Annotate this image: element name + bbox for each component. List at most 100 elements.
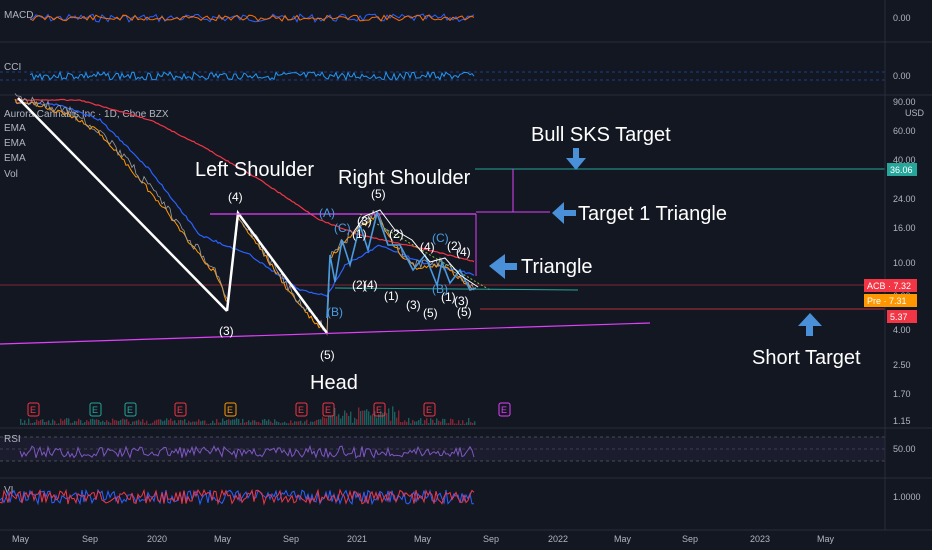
price-tick-label: 40.00 <box>893 155 916 165</box>
time-tick-label: Sep <box>82 534 98 544</box>
bull-target-label: Bull SKS Target <box>531 124 671 146</box>
bull-target-tag: 36.06 <box>890 165 913 175</box>
arrow-down-icon <box>566 148 586 170</box>
ema-label-1: EMA <box>4 123 26 134</box>
wave-label: (2) <box>389 227 404 241</box>
ema-label-2: EMA <box>4 138 26 149</box>
price-tick-label: 24.00 <box>893 194 916 204</box>
earnings-icon[interactable]: E <box>322 402 335 417</box>
macd-value: 0.00 <box>893 13 911 23</box>
earnings-icon[interactable]: E <box>27 402 40 417</box>
earnings-icon[interactable]: E <box>89 402 102 417</box>
macd-line <box>29 13 475 23</box>
svg-text:E: E <box>177 405 183 415</box>
vi-label: VI <box>4 485 13 496</box>
wave-label: (3) <box>406 298 421 312</box>
wave-label: (2) <box>352 278 367 292</box>
target1-label: Target 1 Triangle <box>578 203 727 225</box>
time-tick-label: 2020 <box>147 534 167 544</box>
downtrend-line <box>17 97 228 312</box>
time-tick-label: May <box>214 534 232 544</box>
earnings-icon[interactable]: E <box>295 402 308 417</box>
time-tick-label: Sep <box>283 534 299 544</box>
time-tick-label: May <box>414 534 432 544</box>
time-tick-label: May <box>614 534 632 544</box>
wave-label: (1) <box>384 289 399 303</box>
wave-label: (B) <box>432 282 448 296</box>
rsi-pane: RSI 50.00 <box>0 434 916 462</box>
cci-label: CCI <box>4 62 21 73</box>
arrow-left-icon <box>552 202 576 224</box>
head-swing-line <box>225 209 329 334</box>
svg-text:E: E <box>426 405 432 415</box>
cci-line <box>29 70 475 82</box>
price-tick-label: 1.70 <box>893 389 911 399</box>
rsi-value: 50.00 <box>893 444 916 454</box>
price-tick-label: 16.00 <box>893 223 916 233</box>
short-target-tag: 5.37 <box>890 312 908 322</box>
time-tick-label: May <box>12 534 30 544</box>
vol-label: Vol <box>4 169 18 180</box>
earnings-icon[interactable]: E <box>423 402 436 417</box>
macd-label: MACD <box>4 10 33 21</box>
triangle-lower <box>334 287 579 291</box>
ema-slow-line <box>14 98 475 263</box>
price-tags: 36.06 ACB · 7.32 Pre · 7.31 5.37 <box>864 163 917 323</box>
price-pane: Aurora Cannabis Inc · 1D, Cboe BZX EMA E… <box>0 93 885 425</box>
arrow-up-icon <box>798 313 822 336</box>
macd-signal-line <box>29 14 475 22</box>
wave-label: (C) <box>334 221 351 235</box>
price-tick-label: 1.15 <box>893 416 911 426</box>
premarket-tag: Pre · 7.31 <box>867 296 907 306</box>
earnings-icon[interactable]: E <box>174 402 187 417</box>
axis-unit: USD <box>905 108 925 118</box>
wave-label: (A) <box>319 206 335 220</box>
time-tick-label: 2022 <box>548 534 568 544</box>
right-shoulder-label: Right Shoulder <box>338 167 471 189</box>
triangle-label: Triangle <box>521 256 593 278</box>
time-tick-label: 2021 <box>347 534 367 544</box>
time-axis[interactable]: May Sep 2020 May Sep 2021 May Sep 2022 May Sep 2023… <box>0 529 932 544</box>
ema-mid-line <box>14 101 475 298</box>
wave-label: (1) <box>352 227 367 241</box>
time-tick-label: Sep <box>682 534 698 544</box>
earnings-icon[interactable]: E <box>224 402 237 417</box>
price-tick-label: 90.00 <box>893 97 916 107</box>
left-shoulder-label: Left Shoulder <box>195 159 314 181</box>
wave-label: (3) <box>454 294 469 308</box>
price-tick-label: 4.00 <box>893 325 911 335</box>
short-target-label: Short Target <box>752 347 861 369</box>
neckline <box>0 322 651 345</box>
time-tick-label: Sep <box>483 534 499 544</box>
rsi-label: RSI <box>4 434 21 445</box>
svg-text:E: E <box>298 405 304 415</box>
last-price-tag: ACB · 7.32 <box>867 281 911 291</box>
earnings-icon[interactable]: E <box>498 402 511 417</box>
wave-label: (3) <box>219 324 234 338</box>
price-tick-label: 2.50 <box>893 360 911 370</box>
svg-text:E: E <box>501 405 507 415</box>
elliott-wave-path <box>326 210 477 319</box>
wave-label: (B) <box>327 305 343 319</box>
vi-value: 1.0000 <box>893 492 921 502</box>
time-tick-label: May <box>817 534 835 544</box>
wave-label: (2) <box>447 239 462 253</box>
wave-label: (C) <box>432 231 449 245</box>
earnings-icon[interactable]: E <box>124 402 137 417</box>
svg-text:E: E <box>127 405 133 415</box>
wave-label: (4) <box>420 240 435 254</box>
ema-label-3: EMA <box>4 153 26 164</box>
head-label: Head <box>310 372 358 394</box>
wave-label: (5) <box>423 306 438 320</box>
ema-fast-line <box>14 98 475 335</box>
svg-text:E: E <box>92 405 98 415</box>
svg-text:E: E <box>376 405 382 415</box>
wave-subpath <box>354 209 479 288</box>
wave-label: (1) <box>441 290 456 304</box>
time-tick-label: 2023 <box>750 534 770 544</box>
earnings-icon[interactable]: E <box>373 402 386 417</box>
wave-label: (5) <box>371 187 386 201</box>
svg-text:E: E <box>325 405 331 415</box>
price-tick-label: 60.00 <box>893 126 916 136</box>
